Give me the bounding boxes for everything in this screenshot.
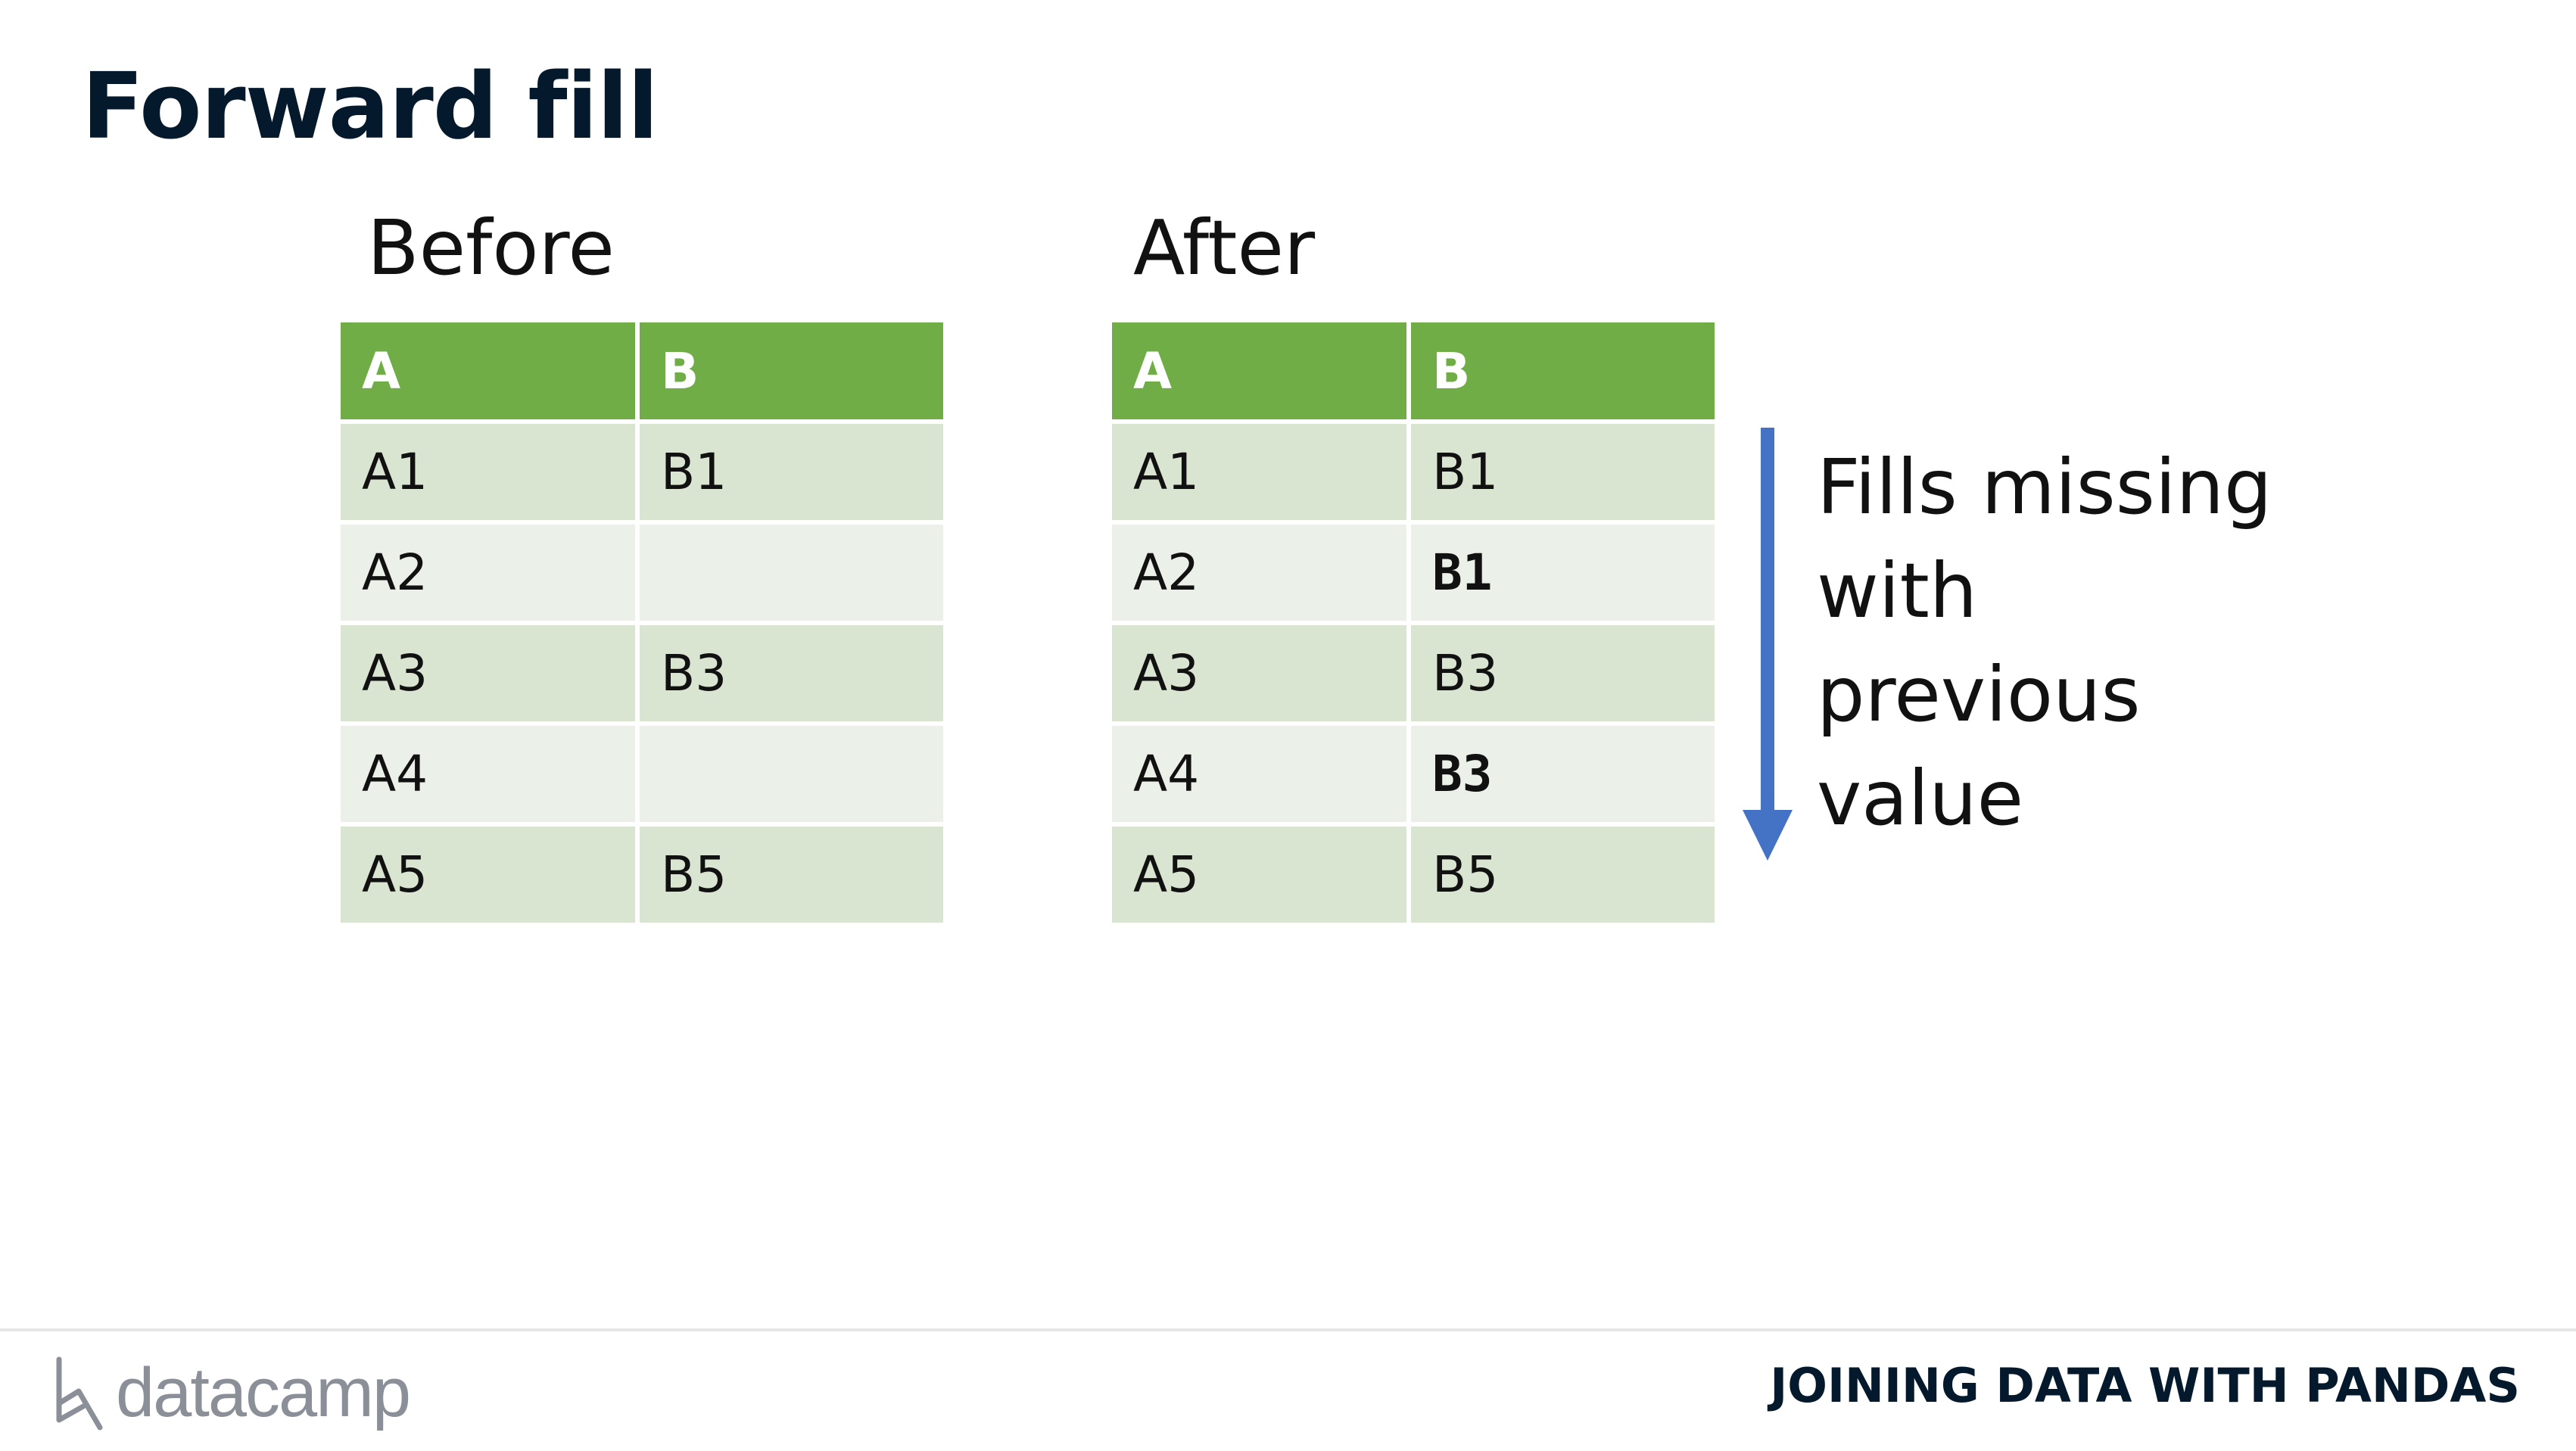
table-row: A1 B1 bbox=[1107, 419, 1719, 525]
after-cell-a4: A4 bbox=[1107, 721, 1411, 827]
before-cell-a3: A3 bbox=[336, 621, 640, 726]
before-cell-b3: B3 bbox=[635, 621, 948, 726]
note-line: Fills missing bbox=[1817, 443, 2272, 531]
after-cell-a3: A3 bbox=[1107, 621, 1411, 726]
before-cell-a5: A5 bbox=[336, 822, 640, 927]
arrow-down-icon bbox=[1743, 428, 1793, 861]
after-cell-b4-filled: B3 bbox=[1406, 721, 1719, 827]
table-row: A3 B3 bbox=[1107, 621, 1719, 726]
before-cell-a1: A1 bbox=[336, 419, 640, 525]
after-cell-a5: A5 bbox=[1107, 822, 1411, 927]
after-cell-b2-filled: B1 bbox=[1406, 520, 1719, 625]
note-line: with bbox=[1817, 546, 1978, 635]
before-cell-b1: B1 bbox=[635, 419, 948, 525]
before-cell-a2: A2 bbox=[336, 520, 640, 625]
course-name: JOINING DATA WITH PANDAS bbox=[1770, 1358, 2520, 1413]
datacamp-logo-icon bbox=[56, 1356, 103, 1431]
after-table: A B A1 B1 A2 B1 A3 B3 A4 B3 A5 B5 bbox=[1107, 318, 1719, 927]
note-line: previous bbox=[1817, 650, 2141, 739]
before-caption: Before bbox=[367, 204, 615, 292]
after-cell-b1: B1 bbox=[1406, 419, 1719, 525]
table-row: A4 bbox=[336, 721, 948, 827]
before-header-row: A B bbox=[336, 318, 948, 424]
before-cell-b4-missing bbox=[635, 721, 948, 827]
after-header-b: B bbox=[1406, 318, 1719, 424]
slide-title: Forward fill bbox=[82, 54, 659, 160]
table-row: A2 B1 bbox=[1107, 520, 1719, 625]
before-header-a: A bbox=[336, 318, 640, 424]
before-header-b: B bbox=[635, 318, 948, 424]
before-cell-b2-missing bbox=[635, 520, 948, 625]
before-table: A B A1 B1 A2 A3 B3 A4 A5 B5 bbox=[336, 318, 948, 927]
brand-logo: datacamp bbox=[53, 1351, 411, 1434]
table-row: A5 B5 bbox=[336, 822, 948, 927]
before-cell-b5: B5 bbox=[635, 822, 948, 927]
table-row: A2 bbox=[336, 520, 948, 625]
fill-explanation: Fills missing with previous value bbox=[1817, 435, 2272, 850]
after-header-row: A B bbox=[1107, 318, 1719, 424]
after-cell-b5: B5 bbox=[1406, 822, 1719, 927]
brand-wordmark: datacamp bbox=[116, 1354, 411, 1431]
before-cell-a4: A4 bbox=[336, 721, 640, 827]
table-row: A5 B5 bbox=[1107, 822, 1719, 927]
after-cell-a2: A2 bbox=[1107, 520, 1411, 625]
footer-divider bbox=[0, 1328, 2576, 1331]
after-cell-a1: A1 bbox=[1107, 419, 1411, 525]
table-row: A4 B3 bbox=[1107, 721, 1719, 827]
after-header-a: A bbox=[1107, 318, 1411, 424]
after-caption: After bbox=[1133, 204, 1316, 292]
note-line: value bbox=[1817, 754, 2024, 842]
table-row: A3 B3 bbox=[336, 621, 948, 726]
after-cell-b3: B3 bbox=[1406, 621, 1719, 726]
table-row: A1 B1 bbox=[336, 419, 948, 525]
